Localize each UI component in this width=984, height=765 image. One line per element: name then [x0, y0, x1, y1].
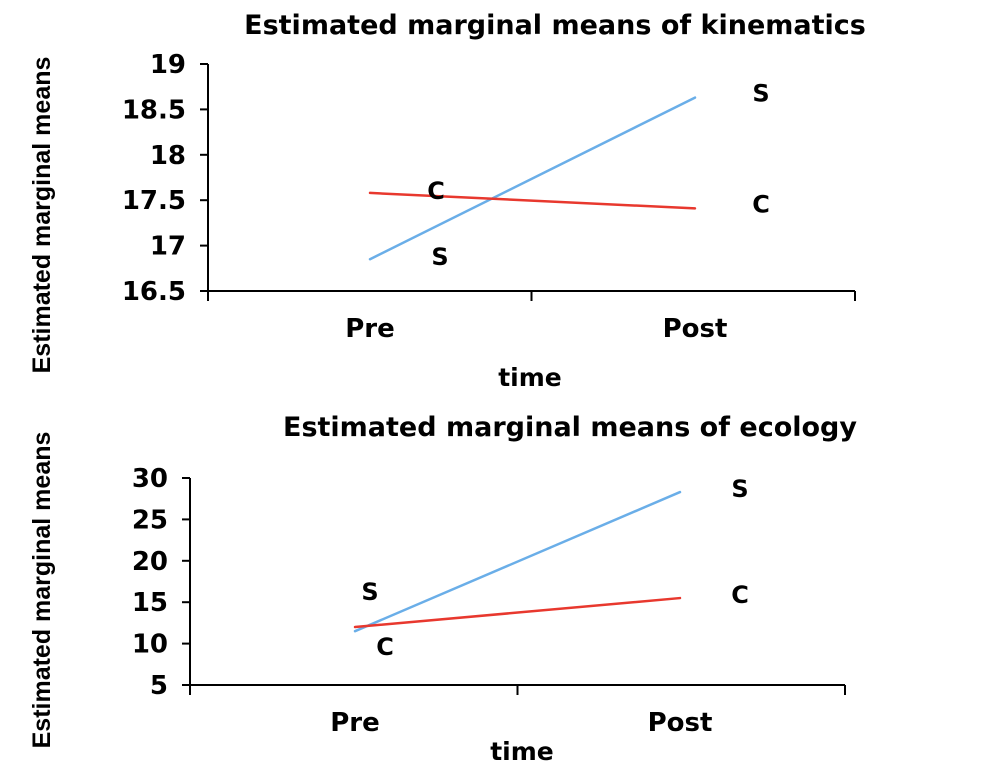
x-category-label: Pre: [345, 314, 395, 344]
y-axis-label: Estimated marginal means: [28, 57, 56, 374]
kinematics-chart: Estimated marginal means of kinematics E…: [28, 10, 866, 392]
y-tick-label: 5: [150, 671, 168, 701]
chart-title: Estimated marginal means of ecology: [283, 412, 857, 443]
series-line-s: [353, 490, 682, 633]
series-label-c: C: [376, 633, 394, 661]
series-label-s: S: [361, 578, 378, 606]
y-tick-label: 15: [132, 588, 168, 618]
x-axis-label: time: [498, 363, 562, 392]
y-tick-label: 18: [150, 141, 186, 171]
y-tick-label: 17: [150, 232, 186, 262]
x-category-label: Pre: [330, 708, 380, 738]
y-tick-label: 18.5: [122, 95, 186, 125]
x-category-label: Post: [663, 314, 728, 344]
series-line-s: [368, 96, 697, 261]
y-tick-label: 20: [132, 547, 168, 577]
y-tick-label: 30: [132, 464, 168, 494]
x-axis-label: time: [490, 737, 554, 765]
chart-title: Estimated marginal means of kinematics: [244, 10, 866, 41]
x-category-label: Post: [648, 708, 713, 738]
y-tick-label: 19: [150, 50, 186, 80]
y-tick-label: 16.5: [122, 277, 186, 307]
ecology-chart: Estimated marginal means of ecology Esti…: [28, 412, 857, 765]
y-tick-label: 25: [132, 505, 168, 535]
series-label-s: S: [731, 475, 748, 503]
series-label-s: S: [752, 80, 769, 108]
series-line-c: [353, 596, 682, 629]
y-axis-label: Estimated marginal means: [28, 432, 56, 749]
series-label-c: C: [752, 190, 770, 218]
series-line-c: [368, 191, 697, 210]
series-label-c: C: [731, 581, 749, 609]
y-tick-label: 17.5: [122, 186, 186, 216]
series-label-s: S: [431, 243, 448, 271]
y-tick-label: 10: [132, 630, 168, 660]
series-label-c: C: [427, 177, 445, 205]
